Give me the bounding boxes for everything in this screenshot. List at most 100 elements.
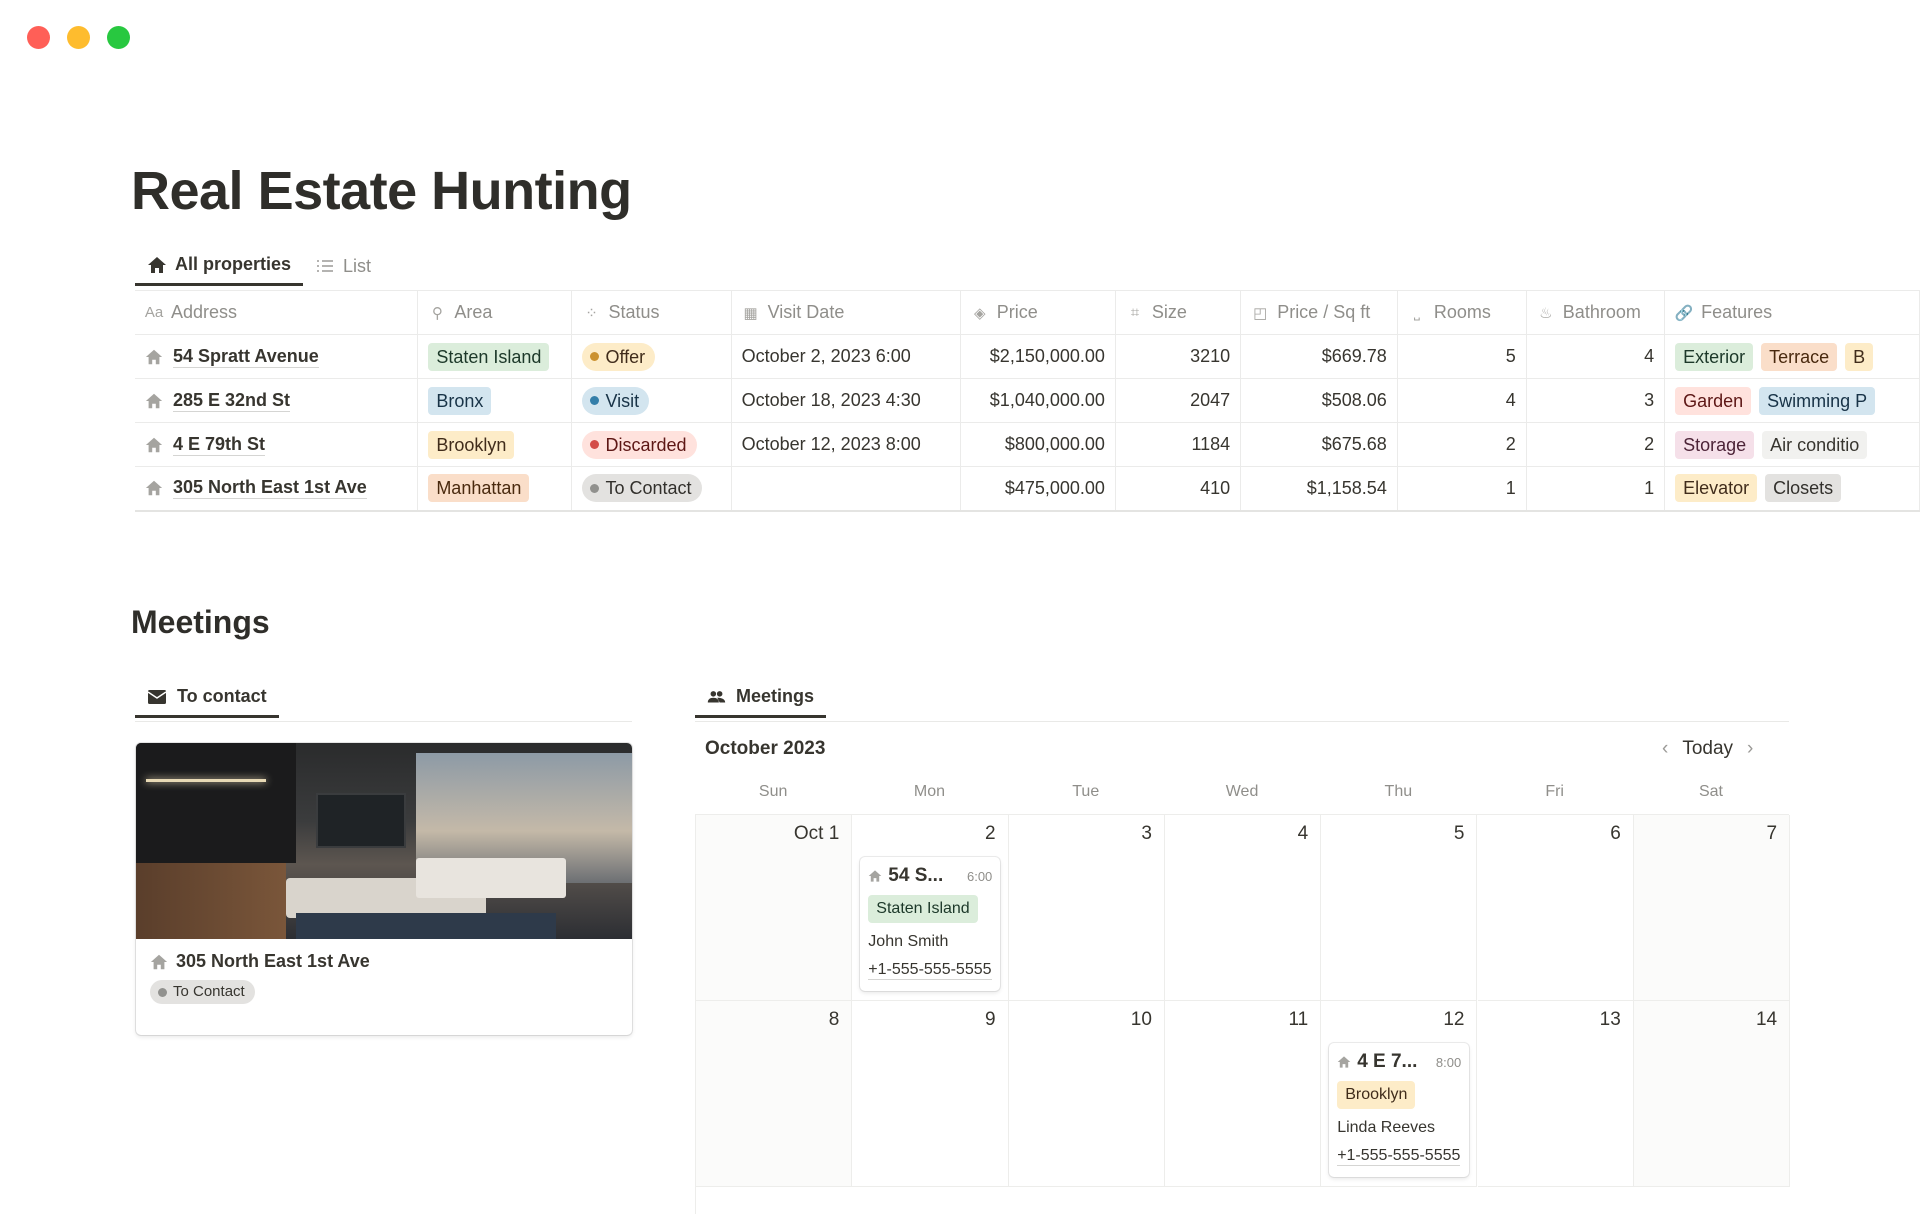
calendar-event-card[interactable]: 54 S... 6:00 Staten Island John Smith +1-555…	[860, 857, 1001, 991]
calendar-day-cell[interactable]: 9	[852, 1001, 1009, 1187]
calendar-day-cell[interactable]: 5	[1321, 815, 1478, 1001]
address-cell[interactable]: 305 North East 1st Ave	[135, 466, 419, 512]
column-header-status[interactable]: ⁘ Status	[571, 290, 732, 335]
calendar-day-cell[interactable]: 14	[1633, 1001, 1791, 1187]
calendar-day-cell[interactable]: 10	[1008, 1001, 1165, 1187]
area-tag[interactable]: Brooklyn	[1337, 1081, 1416, 1109]
minimize-window-button[interactable]	[67, 26, 90, 49]
area-cell[interactable]: Staten Island	[417, 334, 573, 379]
calendar-day-cell[interactable]: 2 54 S... 6:00 Staten Island John Smith +1-55…	[852, 815, 1009, 1001]
column-header-rooms[interactable]: ⎵ Rooms	[1397, 290, 1527, 335]
feature-tag[interactable]: Garden	[1675, 386, 1752, 415]
address-cell[interactable]: 285 E 32nd St	[135, 378, 419, 423]
price-sqft-cell[interactable]: $669.78	[1240, 334, 1398, 379]
status-cell[interactable]: Visit	[571, 378, 732, 423]
area-tag[interactable]: Brooklyn	[428, 430, 515, 459]
tab-all-properties[interactable]: All properties	[135, 246, 304, 286]
table-row[interactable]: 305 North East 1st Ave Manhattan To Contac…	[135, 466, 1920, 512]
status-cell[interactable]: To Contact	[571, 466, 732, 512]
rooms-cell[interactable]: 2	[1397, 422, 1527, 467]
column-header-area[interactable]: ⚲ Area	[417, 290, 573, 335]
size-cell[interactable]: 3210	[1115, 334, 1242, 379]
tab-meetings[interactable]: Meetings	[695, 678, 826, 718]
bathroom-cell[interactable]: 2	[1526, 422, 1666, 467]
price-cell[interactable]: $2,150,000.00	[960, 334, 1116, 379]
area-tag[interactable]: Manhattan	[428, 474, 530, 503]
area-tag[interactable]: Staten Island	[868, 895, 978, 923]
calendar-day-cell[interactable]: Oct 1	[696, 815, 853, 1001]
area-cell[interactable]: Manhattan	[417, 466, 573, 512]
size-cell[interactable]: 410	[1115, 466, 1242, 512]
column-header-price-sq-ft[interactable]: ◰ Price / Sq ft	[1240, 290, 1398, 335]
price-sqft-cell[interactable]: $508.06	[1240, 378, 1398, 423]
table-row[interactable]: 285 E 32nd St Bronx Visit October 18, 2023 …	[135, 378, 1920, 423]
bathroom-cell[interactable]: 4	[1526, 334, 1666, 379]
feature-tag[interactable]: Storage	[1675, 430, 1755, 459]
visit-date-cell[interactable]: October 12, 2023 8:00	[731, 422, 961, 467]
area-cell[interactable]: Bronx	[417, 378, 573, 423]
status-badge[interactable]: Discarded	[582, 430, 697, 459]
feature-tag[interactable]: Elevator	[1675, 474, 1758, 503]
feature-tag[interactable]: Air conditio	[1762, 430, 1868, 459]
calendar-day-cell[interactable]: 6	[1477, 815, 1634, 1001]
features-cell[interactable]: Elevator Closets	[1664, 466, 1920, 512]
feature-tag[interactable]: Closets	[1765, 474, 1842, 503]
today-button[interactable]: Today	[1682, 738, 1734, 759]
table-row[interactable]: 54 Spratt Avenue Staten Island Offer Octobe…	[135, 334, 1920, 379]
column-header-address[interactable]: Aa Address	[135, 290, 419, 335]
visit-date-cell[interactable]: October 2, 2023 6:00	[731, 334, 961, 379]
address-cell[interactable]: 4 E 79th St	[135, 422, 419, 467]
column-header-visit-date[interactable]: ▦ Visit Date	[731, 290, 961, 335]
features-cell[interactable]: Storage Air conditio	[1664, 422, 1920, 467]
bathroom-cell[interactable]: 1	[1526, 466, 1666, 512]
area-tag[interactable]: Bronx	[428, 386, 492, 415]
features-cell[interactable]: Garden Swimming P	[1664, 378, 1920, 423]
tab-to-contact[interactable]: To contact	[135, 678, 279, 718]
calendar-day-cell[interactable]: 4	[1164, 815, 1322, 1001]
area-cell[interactable]: Brooklyn	[417, 422, 573, 467]
feature-tag[interactable]: B	[1845, 342, 1874, 371]
column-header-price[interactable]: ◈ Price	[960, 290, 1116, 335]
calendar-day-cell[interactable]: 13	[1477, 1001, 1634, 1187]
address-link[interactable]: 4 E 79th St	[173, 433, 266, 456]
size-cell[interactable]: 2047	[1115, 378, 1242, 423]
calendar-day-cell[interactable]: 7	[1633, 815, 1791, 1001]
table-row[interactable]: 4 E 79th St Brooklyn Discarded October 12, …	[135, 422, 1920, 467]
area-tag[interactable]: Staten Island	[428, 342, 550, 371]
zoom-window-button[interactable]	[107, 26, 130, 49]
visit-date-cell[interactable]	[731, 466, 961, 512]
status-badge[interactable]: Offer	[582, 342, 656, 371]
status-badge[interactable]: To Contact	[582, 474, 702, 503]
features-cell[interactable]: Exterior Terrace B	[1664, 334, 1920, 379]
gallery-card[interactable]: 305 North East 1st Ave To Contact	[136, 743, 632, 1035]
feature-tag[interactable]: Swimming P	[1759, 386, 1876, 415]
status-cell[interactable]: Offer	[571, 334, 732, 379]
close-window-button[interactable]	[27, 26, 50, 49]
address-link[interactable]: 285 E 32nd St	[173, 389, 291, 412]
address-link[interactable]: 305 North East 1st Ave	[173, 477, 367, 500]
address-cell[interactable]: 54 Spratt Avenue	[135, 334, 419, 379]
rooms-cell[interactable]: 5	[1397, 334, 1527, 379]
column-header-bathroom[interactable]: ♨ Bathroom	[1526, 290, 1666, 335]
next-month-button[interactable]: ›	[1747, 738, 1754, 759]
rooms-cell[interactable]: 1	[1397, 466, 1527, 512]
column-header-features[interactable]: 🔗 Features	[1664, 290, 1920, 335]
calendar-event-card[interactable]: 4 E 7... 8:00 Brooklyn Linda Reeves +1-555-5…	[1329, 1043, 1470, 1177]
previous-month-button[interactable]: ‹	[1662, 738, 1669, 759]
tab-list[interactable]: List	[303, 246, 383, 286]
feature-tag[interactable]: Terrace	[1761, 342, 1838, 371]
status-cell[interactable]: Discarded	[571, 422, 732, 467]
price-cell[interactable]: $475,000.00	[960, 466, 1116, 512]
calendar-day-cell[interactable]: 3	[1008, 815, 1165, 1001]
price-cell[interactable]: $1,040,000.00	[960, 378, 1116, 423]
price-cell[interactable]: $800,000.00	[960, 422, 1116, 467]
column-header-size[interactable]: ⌗ Size	[1115, 290, 1242, 335]
event-phone[interactable]: +1-555-555-5555	[868, 961, 992, 980]
event-phone[interactable]: +1-555-555-5555	[1337, 1147, 1461, 1166]
visit-date-cell[interactable]: October 18, 2023 4:30	[731, 378, 961, 423]
bathroom-cell[interactable]: 3	[1526, 378, 1666, 423]
calendar-day-cell[interactable]: 12 4 E 7... 8:00 Brooklyn Linda Reeves +1-555…	[1321, 1001, 1478, 1187]
price-sqft-cell[interactable]: $675.68	[1240, 422, 1398, 467]
rooms-cell[interactable]: 4	[1397, 378, 1527, 423]
price-sqft-cell[interactable]: $1,158.54	[1240, 466, 1398, 512]
